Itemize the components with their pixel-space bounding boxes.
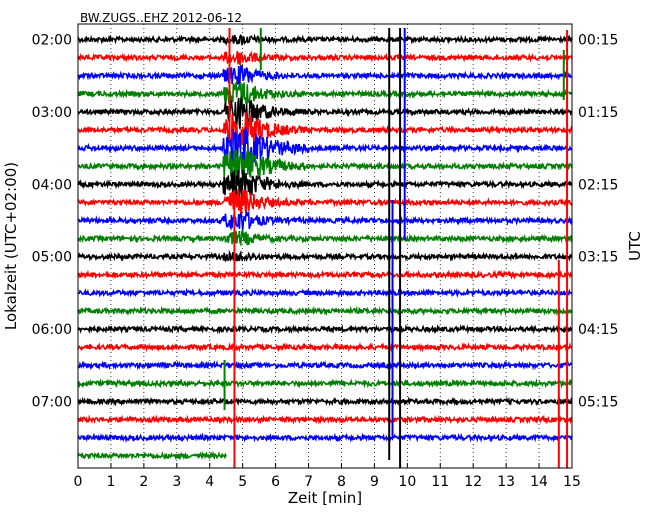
x-tick-label: 6 <box>271 474 280 490</box>
y-tick-label-right: 02:15 <box>578 177 618 193</box>
seismic-trace <box>77 33 573 47</box>
x-tick-label: 7 <box>304 474 313 490</box>
y-tick-label-right: 03:15 <box>578 250 618 266</box>
seismic-trace <box>77 450 227 461</box>
seismic-trace <box>77 169 573 202</box>
y-tick-label-right: 04:15 <box>578 322 618 338</box>
seismic-trace <box>77 396 573 407</box>
trace-layer <box>77 28 573 468</box>
y-tick-label-left: 04:00 <box>32 177 72 193</box>
x-tick-label: 14 <box>530 474 548 490</box>
y-tick-label-left: 03:00 <box>32 105 72 121</box>
seismic-trace <box>77 64 573 87</box>
seismic-trace <box>77 80 573 107</box>
seismic-trace <box>77 50 573 65</box>
plot-frame <box>77 23 573 469</box>
x-tick-label: 4 <box>205 474 214 490</box>
seismic-trace <box>77 149 573 185</box>
x-tick-label: 1 <box>106 474 115 490</box>
x-tick-label: 9 <box>370 474 379 490</box>
seismic-trace <box>77 249 573 263</box>
seismic-trace <box>77 323 573 335</box>
x-tick-label: 0 <box>74 474 83 490</box>
seismic-trace <box>77 305 573 317</box>
seismic-trace <box>77 432 573 443</box>
seismic-trace <box>77 96 573 129</box>
x-tick-label: 3 <box>172 474 181 490</box>
x-tick-label: 12 <box>464 474 482 490</box>
y-tick-label-left: 06:00 <box>32 322 72 338</box>
y-tick-label-right: 00:15 <box>578 33 618 49</box>
x-tick-label: 13 <box>497 474 515 490</box>
x-axis-label: Zeit [min] <box>288 489 362 507</box>
seismic-trace <box>77 378 573 389</box>
y-axis-label-right: UTC <box>626 231 644 261</box>
y-tick-label-right: 05:15 <box>578 395 618 411</box>
y-tick-label-left: 02:00 <box>32 33 72 49</box>
seismic-trace <box>77 127 573 168</box>
y-tick-label-right: 01:15 <box>578 105 618 121</box>
x-tick-label: 11 <box>431 474 449 490</box>
y-tick-label-left: 07:00 <box>32 395 72 411</box>
x-tick-label: 15 <box>563 474 581 490</box>
seismic-trace <box>77 209 573 231</box>
seismic-trace <box>77 228 573 248</box>
seismic-trace <box>77 414 573 425</box>
y-tick-label-left: 05:00 <box>32 250 72 266</box>
x-tick-label: 5 <box>238 474 247 490</box>
y-axis-label-left: Lokalzeit (UTC+02:00) <box>2 162 20 330</box>
x-tick-label: 2 <box>139 474 148 490</box>
tick-layer: 0 1 2 3 4 5 6 7 8 9 10 11 12 13 14 1502:0003:0004:0005:… <box>32 33 619 491</box>
x-tick-label: 10 <box>398 474 416 490</box>
seismic-trace <box>77 269 573 281</box>
seismic-trace <box>77 111 573 149</box>
seismic-trace <box>77 189 573 217</box>
x-tick-label: 8 <box>337 474 346 490</box>
seismic-trace <box>77 360 573 371</box>
seismic-trace <box>77 287 573 299</box>
seismic-trace <box>77 341 573 353</box>
chart-title: BW.ZUGS..EHZ 2012-06-12 <box>80 11 242 25</box>
